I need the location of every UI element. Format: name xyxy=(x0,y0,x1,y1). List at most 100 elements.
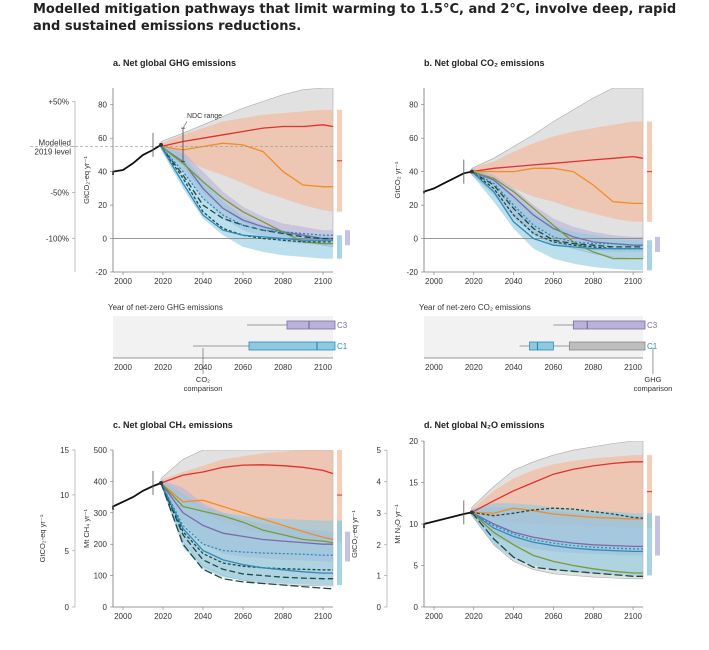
right-range-bars xyxy=(647,121,660,271)
panel-b: b. Net global CO₂ emissions-200204060802… xyxy=(393,58,672,393)
point-2019 xyxy=(159,480,163,485)
series-line xyxy=(160,482,334,541)
series-line xyxy=(160,482,333,571)
band-peach xyxy=(161,450,333,542)
range-bar-purple xyxy=(655,236,660,252)
left-axis-label: Modelled xyxy=(39,139,71,148)
series-line xyxy=(471,461,643,513)
x-tick-label: 2000 xyxy=(114,612,132,621)
net-zero-row-label: C3 xyxy=(337,321,348,330)
comparison-label: comparison xyxy=(634,384,673,393)
series-line xyxy=(471,507,644,519)
series-line xyxy=(471,171,643,248)
series-line xyxy=(471,155,644,173)
x-tick-label: 2100 xyxy=(314,363,332,372)
series-line xyxy=(160,482,333,556)
left-axis-label: 5 xyxy=(65,547,70,556)
panel-c: c. Net global CH₄ emissions0100200300400… xyxy=(38,420,350,621)
left-axis-label: +50% xyxy=(48,97,69,106)
comparison-label: CO₂ xyxy=(196,375,210,384)
panel-title: a. Net global GHG emissions xyxy=(113,58,236,68)
x-tick-label: 2060 xyxy=(545,612,563,621)
left-axis-label: 5 xyxy=(377,446,382,455)
x-tick-label: 2100 xyxy=(624,277,642,286)
net-zero-box xyxy=(568,341,646,351)
range-bar-purple xyxy=(345,531,350,562)
range-bar-blue xyxy=(647,513,652,576)
net-zero-box xyxy=(286,320,336,330)
x-tick-label: 2000 xyxy=(425,363,443,372)
y-tick-label: 40 xyxy=(98,168,107,177)
band-peach xyxy=(161,109,333,212)
history-line xyxy=(423,511,472,529)
plot-area xyxy=(113,88,334,259)
y-tick-label: 300 xyxy=(94,509,108,518)
y-tick-label: 100 xyxy=(94,572,108,581)
left-axis-label: -50% xyxy=(50,189,69,198)
point-2019 xyxy=(469,510,474,515)
x-tick-label: 2020 xyxy=(154,277,172,286)
series-line xyxy=(471,511,643,577)
y-tick-label: 20 xyxy=(409,201,418,210)
net-zero-row-label: C3 xyxy=(647,321,658,330)
net-zero-row-label: C1 xyxy=(647,342,658,351)
x-tick-label: 2100 xyxy=(624,363,642,372)
x-tick-label: 2060 xyxy=(234,363,252,372)
range-bar-blue xyxy=(647,240,652,271)
panel-a: a. Net global GHG emissions-200204060802… xyxy=(30,58,350,393)
series-line xyxy=(160,482,334,590)
x-tick-label: 2000 xyxy=(114,277,132,286)
range-bar-peach xyxy=(337,450,342,542)
ndc-range-label: NDC range xyxy=(187,113,222,120)
series-line xyxy=(160,146,333,236)
panel-title: d. Net global N₂O emissions xyxy=(424,420,545,430)
left-axis-label: 15 xyxy=(60,446,69,455)
x-tick-label: 2100 xyxy=(314,612,332,621)
point-2019 xyxy=(469,169,474,174)
series-line xyxy=(160,482,333,580)
band-peach xyxy=(471,121,643,222)
right-range-bars xyxy=(337,450,350,586)
left-axis-label: 10 xyxy=(60,491,69,500)
y-tick-label: 5 xyxy=(414,562,419,571)
range-bar-purple xyxy=(345,230,350,246)
x-tick-label: 2040 xyxy=(194,277,212,286)
x-tick-label: 2020 xyxy=(465,612,483,621)
series-line xyxy=(471,167,643,205)
left-axis-label: 0 xyxy=(65,603,70,612)
range-bar-purple xyxy=(655,515,660,556)
x-tick-label: 2040 xyxy=(505,612,523,621)
x-tick-label: 2040 xyxy=(505,363,523,372)
y-tick-label: -20 xyxy=(406,268,418,277)
y-tick-label: 80 xyxy=(98,101,107,110)
left-axis-title: GtCO₂-eq yr⁻¹ xyxy=(38,514,47,562)
y-tick-label: -20 xyxy=(95,268,107,277)
band-blue xyxy=(161,479,333,585)
x-tick-label: 2080 xyxy=(274,612,292,621)
panel-title: b. Net global CO₂ emissions xyxy=(424,58,545,68)
y-tick-label: 20 xyxy=(409,437,418,446)
y-tick-label: 40 xyxy=(409,168,418,177)
series-line xyxy=(471,171,643,250)
y-tick-label: 0 xyxy=(103,603,108,612)
x-tick-label: 2080 xyxy=(274,363,292,372)
x-tick-label: 2080 xyxy=(274,277,292,286)
series-line xyxy=(160,482,334,544)
history-line xyxy=(112,482,162,510)
right-range-bars xyxy=(647,455,660,576)
series-line xyxy=(160,146,333,241)
net-zero-box xyxy=(572,320,646,330)
y-axis-label: Mt CH₄ yr⁻¹ xyxy=(82,508,91,548)
left-axis-title: GtCO₂-eq yr⁻¹ xyxy=(350,510,359,558)
left-axis-label: 2019 level xyxy=(35,148,72,157)
x-tick-label: 2020 xyxy=(465,277,483,286)
net-zero-panel: Year of net-zero CO₂ emissions 2000 2020 20… xyxy=(419,303,672,393)
series-line xyxy=(160,145,333,245)
plot-area xyxy=(471,441,644,580)
figure-title: Modelled mitigation pathways that limit … xyxy=(33,2,677,34)
y-axis-label: Mt N₂O yr⁻¹ xyxy=(393,504,402,544)
history-line xyxy=(112,144,162,175)
x-tick-label: 2080 xyxy=(584,612,602,621)
